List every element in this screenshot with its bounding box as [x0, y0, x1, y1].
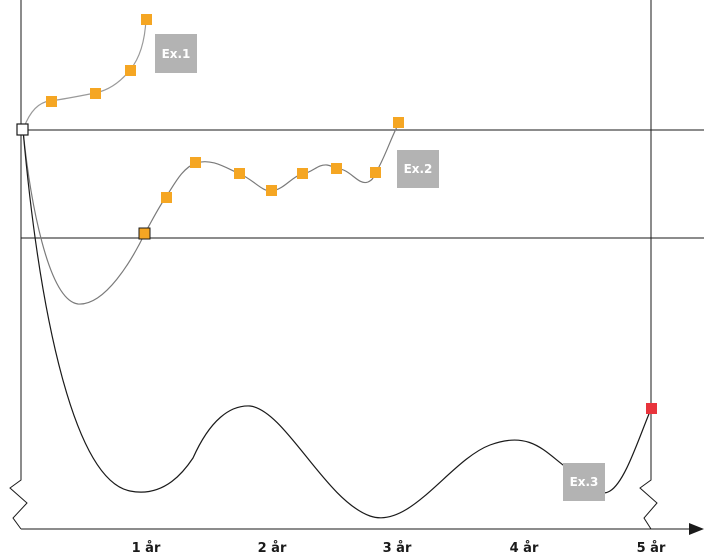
series-ex2-line [22, 122, 400, 305]
ex2-point [161, 192, 172, 203]
ex1-point [46, 96, 57, 107]
ex3-label-bg [563, 463, 605, 501]
ex2-point [190, 157, 201, 168]
ex2-start-point [138, 227, 151, 240]
ex2-point [266, 185, 277, 196]
left-axis [9, 0, 28, 530]
five-year-line [639, 0, 658, 530]
ex2-label-text: Ex.2 [404, 162, 433, 176]
ex1-label: Ex.1 [155, 34, 197, 73]
x-tick-label: 1 år [132, 541, 161, 556]
x-tick-label: 2 år [258, 541, 287, 556]
ex2-point [297, 168, 308, 179]
ex3-label: Ex.3 [563, 463, 605, 501]
ex1-label-bg [155, 34, 197, 73]
x-tick-label: 5 år [637, 541, 666, 556]
start-point [16, 123, 29, 136]
x-tick-label: 4 år [510, 541, 539, 556]
x-tick-label: 3 år [383, 541, 412, 556]
ex1-point [90, 88, 101, 99]
ex3-end-point [646, 403, 657, 414]
ex2-point [331, 163, 342, 174]
ex1-label-text: Ex.1 [162, 47, 191, 61]
ex1-point [141, 14, 152, 25]
ex1-point [125, 65, 136, 76]
ex2-label: Ex.2 [397, 150, 439, 188]
ex2-label-bg [397, 150, 439, 188]
x-axis-arrow [689, 523, 704, 535]
series-ex3-line [22, 129, 652, 519]
ex3-label-text: Ex.3 [570, 475, 599, 489]
ex2-point [393, 117, 404, 128]
ex2-point [234, 168, 245, 179]
ex2-point [370, 167, 381, 178]
